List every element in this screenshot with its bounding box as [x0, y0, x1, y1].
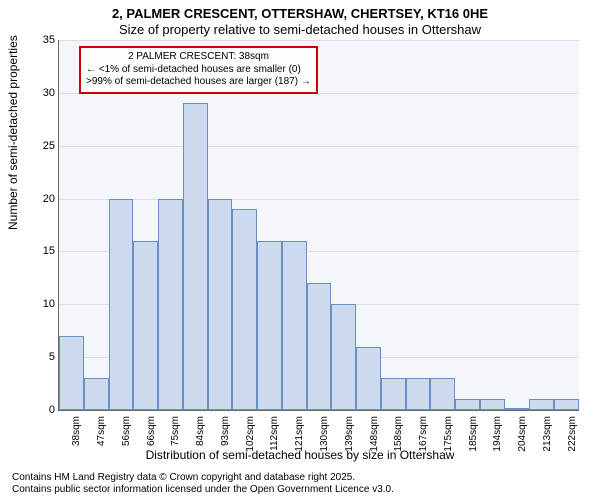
- histogram-bar: [282, 241, 307, 410]
- histogram-bar: [133, 241, 158, 410]
- histogram-bar: [59, 336, 84, 410]
- histogram-bar: [356, 347, 381, 410]
- histogram-bar: [381, 378, 406, 410]
- histogram-bar: [109, 199, 134, 410]
- histogram-bar: [158, 199, 183, 410]
- y-tick-label: 5: [49, 351, 55, 363]
- histogram-bar: [480, 399, 505, 410]
- gridline: [59, 40, 579, 41]
- histogram-bar: [307, 283, 332, 410]
- plot-area: 0510152025303538sqm47sqm56sqm66sqm75sqm8…: [58, 40, 579, 411]
- gridline: [59, 146, 579, 147]
- histogram-bar: [331, 304, 356, 410]
- x-axis-label: Distribution of semi-detached houses by …: [0, 448, 600, 462]
- y-tick-label: 10: [43, 298, 55, 310]
- histogram-bar: [406, 378, 431, 410]
- annotation-title: 2 PALMER CRESCENT: 38sqm: [86, 51, 311, 64]
- histogram-bar: [554, 399, 579, 410]
- attribution-line2: Contains public sector information licen…: [12, 484, 394, 496]
- attribution-text: Contains HM Land Registry data © Crown c…: [12, 472, 394, 496]
- annotation-line1: ← <1% of semi-detached houses are smalle…: [86, 64, 311, 77]
- histogram-bar: [430, 378, 455, 410]
- attribution-line1: Contains HM Land Registry data © Crown c…: [12, 472, 394, 484]
- y-tick-label: 35: [43, 34, 55, 46]
- histogram-bar: [232, 209, 257, 410]
- histogram-bar: [455, 399, 480, 410]
- y-tick-label: 15: [43, 245, 55, 257]
- chart-title-line2: Size of property relative to semi-detach…: [0, 22, 600, 37]
- histogram-bar: [505, 408, 530, 410]
- y-tick-label: 0: [49, 404, 55, 416]
- histogram-bar: [208, 199, 233, 410]
- annotation-line2: >99% of semi-detached houses are larger …: [86, 76, 311, 89]
- annotation-box: 2 PALMER CRESCENT: 38sqm← <1% of semi-de…: [79, 46, 318, 94]
- y-tick-label: 20: [43, 193, 55, 205]
- chart-title-line1: 2, PALMER CRESCENT, OTTERSHAW, CHERTSEY,…: [0, 6, 600, 21]
- y-axis-label: Number of semi-detached properties: [6, 35, 20, 230]
- histogram-bar: [529, 399, 554, 410]
- histogram-bar: [257, 241, 282, 410]
- y-tick-label: 30: [43, 87, 55, 99]
- gridline: [59, 199, 579, 200]
- histogram-bar: [183, 103, 208, 410]
- histogram-bar: [84, 378, 109, 410]
- y-tick-label: 25: [43, 140, 55, 152]
